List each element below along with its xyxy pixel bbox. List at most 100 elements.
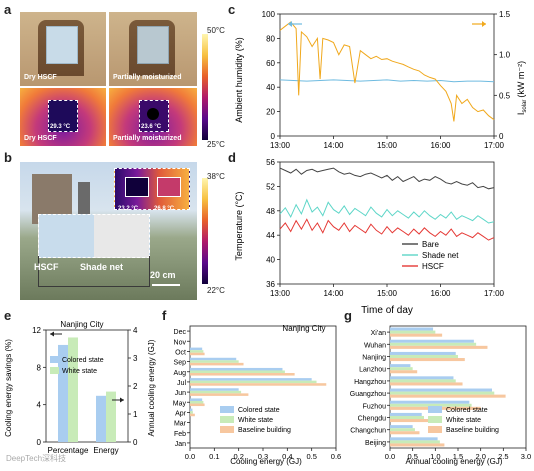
- plot-frame-d: [279, 161, 495, 285]
- legend-swatch-g: [428, 406, 442, 413]
- bar-g-9-1: [390, 440, 440, 444]
- series-line-c-1: [279, 21, 495, 122]
- x-tick-label-e: Percentage: [48, 446, 89, 455]
- temp-hscf: 23.2 °C: [118, 206, 139, 212]
- plot-frame-c: [279, 13, 495, 137]
- y-tick-label-f: Jun: [175, 390, 186, 397]
- y-tick-label-c: 60: [266, 59, 275, 68]
- temp-moisturized: 23.6 °C: [141, 124, 162, 130]
- photo-field-test: 23.2 °C 26.8 °C HSCF Shade net 20 cm: [20, 162, 197, 300]
- bar-f-8-0: [190, 408, 193, 412]
- y-tick-label-f: Nov: [174, 339, 187, 346]
- caption-partially-moisturized: Partially moisturized: [113, 74, 182, 81]
- y-tick-label-c: 80: [266, 34, 275, 43]
- y-tick-label-g: Fuzhou: [363, 403, 386, 410]
- y-right-tick-label-c: 1.5: [499, 10, 511, 19]
- bar-f-6-1: [190, 390, 242, 394]
- y-tick-label-g: Nanjing: [362, 355, 386, 362]
- bar-g-0-0: [390, 327, 434, 331]
- y-tick-label-e: 0: [37, 438, 42, 447]
- y-tick-label-d: 48: [266, 207, 275, 216]
- hscf-fabric: [46, 26, 78, 64]
- bar-f-3-0: [190, 357, 237, 361]
- label-shade-net: Shade net: [80, 262, 124, 272]
- bar-g-4-2: [390, 382, 463, 386]
- y-right-tick-label-e: 2: [133, 382, 138, 391]
- legend-swatch-f: [220, 406, 234, 413]
- bar-f-7-2: [190, 403, 205, 407]
- y-tick-label-g: Hangzhou: [354, 379, 386, 386]
- bar-f-2-1: [190, 350, 204, 353]
- y-tick-label-f: Aug: [174, 370, 187, 377]
- x-tick-label-e: Energy: [93, 446, 118, 455]
- chart-c: 13:00 14:00 15:00 16:00 17:0002040608010000.…: [234, 10, 528, 150]
- arrowhead-left-e: [50, 331, 54, 337]
- ylabel-e: Cooling energy savings (%): [4, 339, 13, 437]
- y-tick-label-e: 4: [37, 401, 42, 410]
- x-tick-label-g: 2.0: [475, 452, 485, 461]
- y-tick-label-f: May: [173, 400, 187, 407]
- bar-g-7-2: [390, 419, 429, 423]
- caption-dry-hscf-ir: Dry HSCF: [24, 135, 57, 142]
- series-line-d-1: [279, 198, 495, 224]
- x-tick-label-d: 15:00: [377, 289, 398, 298]
- y-right-tick-label-c: 0: [499, 132, 504, 141]
- photo-partially-moisturized: Partially moisturized: [109, 12, 197, 86]
- thermal-roi: [48, 100, 78, 132]
- wet-spot: [147, 108, 159, 120]
- thermal-roi-hscf: [125, 177, 149, 197]
- x-tick-label-c: 16:00: [430, 141, 451, 150]
- legend-swatch-e: [50, 356, 59, 363]
- bar-f-4-2: [190, 373, 295, 376]
- arrowhead-left-c: [288, 21, 292, 27]
- bar-f-2-2: [190, 352, 205, 356]
- building: [78, 182, 90, 224]
- x-tick-label-d: 17:00: [484, 289, 505, 298]
- bar-g-8-1: [390, 428, 415, 432]
- y-tick-label-c: 0: [271, 132, 276, 141]
- x-tick-label-d: 13:00: [270, 289, 291, 298]
- bar-f-8-1: [190, 411, 193, 414]
- colorbar-b-max: 38°C: [207, 172, 225, 181]
- x-tick-label-c: 14:00: [323, 141, 344, 150]
- bar-e-0-1: [68, 337, 78, 442]
- y-tick-label-f: Feb: [174, 431, 186, 438]
- panel-letter-b: b: [4, 150, 12, 165]
- thermal-inset: [114, 168, 190, 210]
- bar-f-7-1: [190, 400, 204, 404]
- y-tick-label-c: 40: [266, 83, 275, 92]
- y-tick-label-f: Mar: [174, 421, 187, 428]
- legend-label-e: Colored state: [62, 357, 104, 364]
- hscf-fabric-wet: [137, 26, 169, 64]
- ylabel-right-c-unit: (kW m⁻²): [516, 61, 526, 98]
- x-tick-label-g: 1.5: [453, 452, 463, 461]
- series-line-d-2: [279, 218, 495, 241]
- caption-dry-hscf: Dry HSCF: [24, 74, 57, 81]
- x-tick-label-g: 0.5: [407, 452, 417, 461]
- y-right-tick-label-e: 4: [133, 326, 138, 335]
- x-tick-label-f: 0.4: [282, 452, 292, 461]
- panel-letter-a: a: [4, 2, 12, 17]
- colorbar-b: [202, 178, 208, 284]
- thermal-partially-moisturized: 23.6 °C Partially moisturized: [109, 88, 197, 146]
- bar-g-1-1: [390, 342, 477, 346]
- bar-f-3-2: [190, 362, 244, 366]
- x-tick-label-c: 15:00: [377, 141, 398, 150]
- x-tick-label-f: 0.6: [331, 452, 341, 461]
- axes-f: 0.0 0.1 0.2 0.3 0.4 0.5 0.6 Dec Nov Oct Sep Aug Jul J…: [173, 325, 341, 461]
- colorbar-b-min: 22°C: [207, 286, 225, 295]
- bar-g-9-0: [390, 437, 438, 441]
- photo-dry-hscf: Dry HSCF: [20, 12, 106, 86]
- bar-f-5-1: [190, 380, 317, 384]
- series-g: Colored state White state Baseline buildin…: [390, 327, 506, 447]
- y-tick-label-c: 100: [262, 10, 276, 19]
- y-tick-label-f: Jan: [175, 441, 186, 448]
- legend-label-d: Bare: [422, 240, 439, 249]
- legend-label-d: Shade net: [422, 251, 459, 260]
- y-tick-label-c: 20: [266, 108, 275, 117]
- x-tick-label-f: 0.5: [306, 452, 316, 461]
- legend-label-f: Colored state: [238, 407, 280, 414]
- scale-bar: [152, 284, 180, 286]
